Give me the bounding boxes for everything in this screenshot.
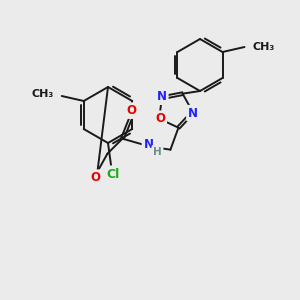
Text: CH₃: CH₃ — [253, 42, 275, 52]
Text: N: N — [188, 107, 198, 120]
Text: O: O — [90, 171, 100, 184]
Text: N: N — [143, 138, 153, 151]
Text: O: O — [126, 104, 136, 117]
Text: O: O — [155, 112, 165, 125]
Text: N: N — [157, 90, 167, 103]
Text: Cl: Cl — [106, 167, 120, 181]
Text: H: H — [153, 147, 162, 157]
Text: CH₃: CH₃ — [32, 89, 54, 99]
